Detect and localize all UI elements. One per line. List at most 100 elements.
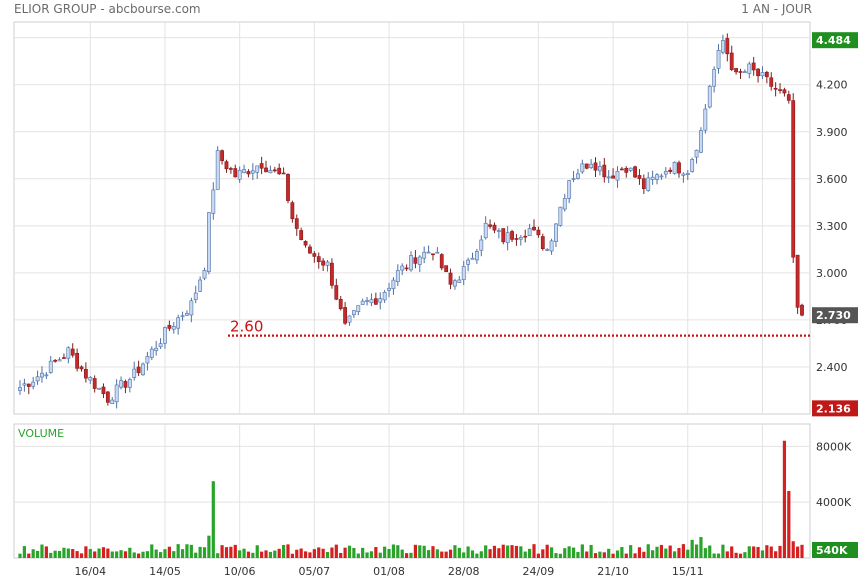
volume-bar	[519, 546, 523, 558]
volume-bar	[734, 552, 738, 558]
candle-body	[409, 255, 413, 271]
volume-bar	[681, 544, 685, 558]
candle-body	[707, 85, 712, 108]
candle-body	[778, 89, 782, 91]
candle-body	[31, 381, 36, 387]
volume-bar	[615, 550, 620, 558]
volume-bar	[22, 546, 26, 558]
candle-body	[303, 241, 308, 246]
candle-body	[751, 62, 756, 71]
candle-body	[176, 317, 181, 329]
volume-bar	[558, 553, 562, 558]
volume-bar	[106, 548, 110, 558]
candle-body	[562, 198, 567, 210]
candle-body	[540, 236, 545, 250]
x-tick-label: 24/09	[523, 565, 555, 578]
volume-bar	[356, 553, 360, 558]
candle-body	[773, 87, 778, 90]
volume-bar	[115, 551, 119, 558]
volume-bar	[255, 545, 259, 558]
volume-bar	[541, 549, 545, 558]
candle-body	[207, 212, 211, 272]
y-tick-label: 3.300	[816, 220, 848, 233]
candle-body	[215, 150, 220, 190]
candle-body	[351, 310, 356, 316]
candle-body	[163, 327, 167, 344]
volume-bar	[158, 552, 163, 558]
candle-body	[105, 391, 110, 403]
volume-bar	[75, 551, 79, 558]
volume-bar	[185, 544, 189, 558]
volume-bar	[97, 548, 101, 558]
candle-body	[791, 100, 796, 258]
volume-bar	[576, 551, 580, 558]
volume-bar	[659, 544, 664, 558]
candle-body	[518, 237, 523, 240]
volume-bar	[778, 545, 782, 558]
candle-body	[769, 77, 774, 87]
volume-bar	[242, 548, 246, 558]
volume-bar	[738, 553, 743, 558]
volume-bar	[426, 550, 431, 558]
candle-body	[250, 170, 255, 174]
volume-bar	[752, 546, 756, 558]
price-panel: 2.4002.7003.0003.3003.6003.9004.2004.500…	[13, 21, 858, 417]
volume-bar	[339, 552, 343, 558]
candle-body	[633, 166, 637, 178]
volume-bar	[264, 550, 268, 558]
volume-bar	[672, 551, 677, 558]
volume-bar	[598, 551, 602, 558]
candle-body	[228, 168, 233, 170]
volume-bar	[716, 553, 721, 558]
candle-body	[580, 163, 585, 173]
low-badge	[812, 400, 858, 417]
volume-bar	[343, 547, 347, 558]
volume-bar	[246, 551, 251, 558]
candle-body	[510, 231, 514, 240]
x-tick-label: 01/08	[373, 565, 405, 578]
volume-bar	[132, 552, 136, 558]
candle-body	[545, 249, 550, 251]
volume-bar	[765, 545, 769, 558]
candle-body	[536, 229, 541, 236]
volume-bar	[721, 544, 725, 558]
candle-body	[193, 292, 198, 300]
candle-body	[571, 178, 576, 180]
candle-body	[690, 159, 695, 172]
volume-bar	[233, 544, 237, 558]
candle-body	[57, 359, 62, 362]
volume-bar	[396, 545, 400, 558]
candle-body	[75, 352, 80, 369]
volume-bar	[470, 550, 475, 558]
volume-bar	[690, 539, 694, 558]
candle-body	[453, 280, 457, 287]
volume-bar	[62, 547, 66, 558]
volume-bar	[435, 549, 439, 558]
volume-bar	[611, 553, 615, 558]
candle-body	[492, 224, 497, 231]
volume-bar	[312, 549, 316, 558]
candle-body	[598, 165, 602, 172]
volume-panel: VOLUME 4000K 8000K 540K	[13, 423, 858, 559]
candle-body	[738, 71, 743, 73]
volume-bar	[712, 553, 716, 558]
candle-body	[373, 298, 378, 305]
volume-bar	[475, 553, 479, 558]
candle-body	[400, 265, 405, 271]
volume-bar	[88, 548, 92, 558]
candle-body	[127, 379, 132, 388]
candle-body	[457, 279, 462, 283]
volume-bar	[347, 545, 352, 558]
volume-bar	[796, 546, 800, 558]
volume-bar	[321, 548, 325, 558]
candle-body	[439, 254, 444, 269]
candle-body	[136, 366, 141, 374]
candle-body	[299, 230, 304, 240]
volume-bar	[409, 552, 413, 558]
volume-bar	[730, 546, 734, 558]
volume-bar	[453, 545, 457, 558]
candle-body	[483, 222, 488, 239]
volume-bar	[79, 553, 84, 558]
candle-body	[35, 376, 40, 382]
candle-body	[426, 251, 431, 254]
